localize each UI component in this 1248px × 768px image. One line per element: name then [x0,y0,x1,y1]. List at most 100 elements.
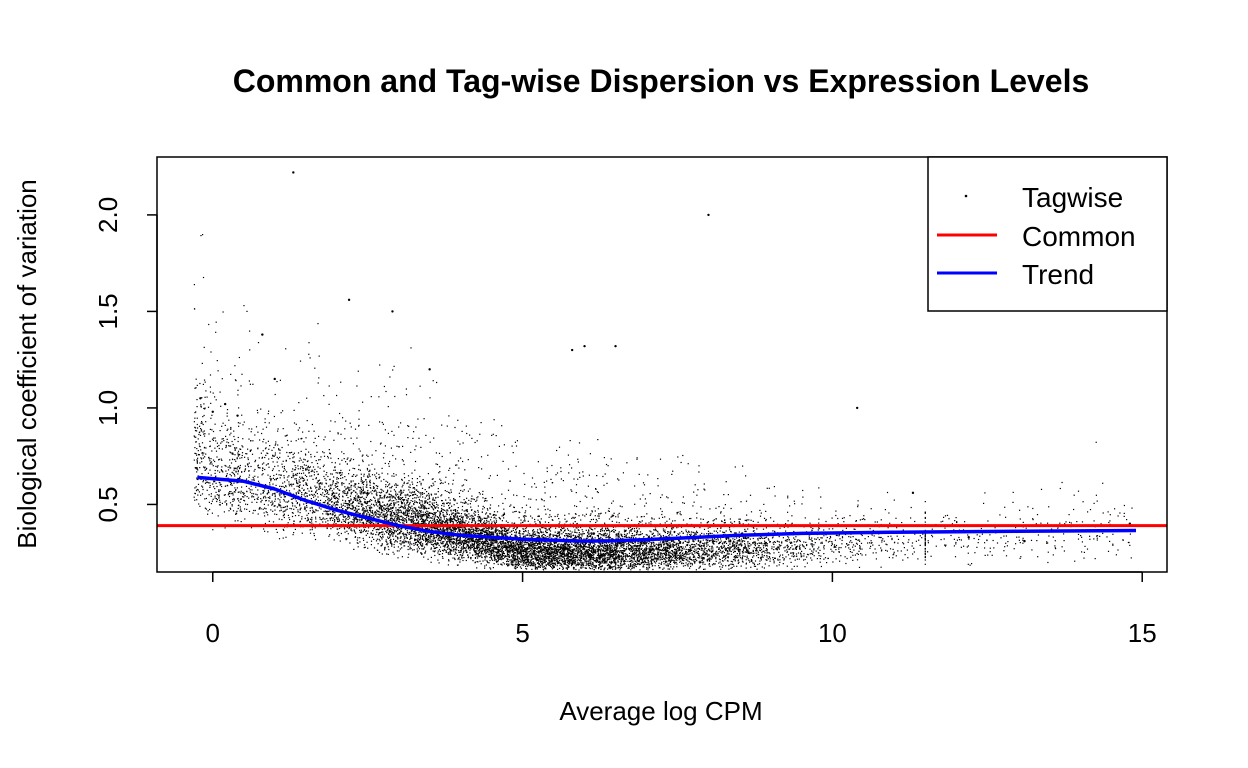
tagwise-point [288,481,290,483]
tagwise-point [1065,521,1067,523]
tagwise-point [513,506,515,509]
tagwise-point [560,529,562,531]
tagwise-point [260,408,262,410]
tagwise-point [649,530,651,532]
tagwise-point [594,565,596,567]
tagwise-point [477,496,479,498]
tagwise-point [601,549,603,551]
tagwise-point [701,555,703,557]
tagwise-point [292,460,294,463]
tagwise-point [553,546,555,548]
tagwise-point [549,564,551,566]
tagwise-point [314,468,316,471]
tagwise-point [547,553,549,555]
tagwise-point [685,562,687,564]
tagwise-point [653,529,655,531]
tagwise-point [381,553,383,555]
tagwise-point [991,554,993,556]
tagwise-point [1106,536,1108,538]
tagwise-point [333,511,335,513]
tagwise-point [364,491,366,493]
tagwise-point [633,559,635,561]
tagwise-point [612,568,614,570]
tagwise-point [511,522,513,524]
tagwise-point [729,529,731,531]
tagwise-point [600,548,602,550]
tagwise-point [730,553,733,555]
tagwise-point [644,548,646,550]
tagwise-point [237,455,239,457]
tagwise-point [283,506,285,508]
tagwise-point [610,547,612,550]
tagwise-point [704,552,706,554]
tagwise-point [267,413,269,415]
tagwise-point [835,510,837,512]
tagwise-point [211,438,214,440]
tagwise-point [407,507,409,509]
tagwise-point [558,526,560,528]
tagwise-point [709,539,711,542]
tagwise-point [449,540,451,542]
tagwise-point [413,512,415,515]
tagwise-point [693,532,695,534]
tagwise-point [615,546,617,548]
tagwise-point [341,472,343,474]
tagwise-point [892,557,894,559]
tagwise-point [344,438,346,440]
tagwise-point [602,558,604,560]
tagwise-point [747,528,749,530]
tagwise-point [409,486,411,489]
tagwise-point [580,560,582,562]
tagwise-point [330,487,332,489]
tagwise-point [504,556,506,558]
tagwise-point [603,533,605,535]
tagwise-point [262,489,264,492]
tagwise-point [366,541,368,543]
tagwise-point [614,559,616,561]
tagwise-point [356,488,358,490]
tagwise-point [243,500,246,502]
tagwise-point [198,431,200,434]
tagwise-point [338,496,340,498]
tagwise-point [546,536,548,538]
tagwise-point [433,484,435,486]
tagwise-point [791,555,793,557]
tagwise-point [272,477,274,479]
tagwise-point [510,546,512,548]
tagwise-point [314,437,316,439]
tagwise-point [366,493,368,495]
tagwise-point [341,521,343,523]
tagwise-point [442,529,444,531]
tagwise-point [612,500,614,502]
tagwise-point [384,548,386,550]
tagwise-point [944,544,946,546]
tagwise-point [729,548,731,550]
tagwise-point [203,414,205,417]
tagwise-point [470,545,472,547]
tagwise-point [619,567,621,569]
tagwise-point [349,459,352,461]
tagwise-point [386,496,389,498]
tagwise-point [692,505,694,507]
tagwise-point [516,494,518,497]
tagwise-point [842,529,844,531]
tagwise-point [596,548,598,550]
tagwise-point [658,547,660,549]
tagwise-point [574,542,576,544]
tagwise-point [294,515,297,517]
tagwise-point [477,555,480,557]
tagwise-point [406,482,408,485]
tagwise-point [739,557,742,559]
tagwise-point [289,519,291,521]
tagwise-point [509,505,511,507]
tagwise-point [717,538,719,540]
tagwise-point [399,506,402,508]
tagwise-point [467,557,469,559]
tagwise-point [530,542,532,544]
tagwise-point [384,429,386,431]
tagwise-point [385,518,388,520]
tagwise-point [282,537,284,539]
tagwise-point [439,527,442,529]
tagwise-point [427,498,429,500]
tagwise-point [685,531,687,533]
